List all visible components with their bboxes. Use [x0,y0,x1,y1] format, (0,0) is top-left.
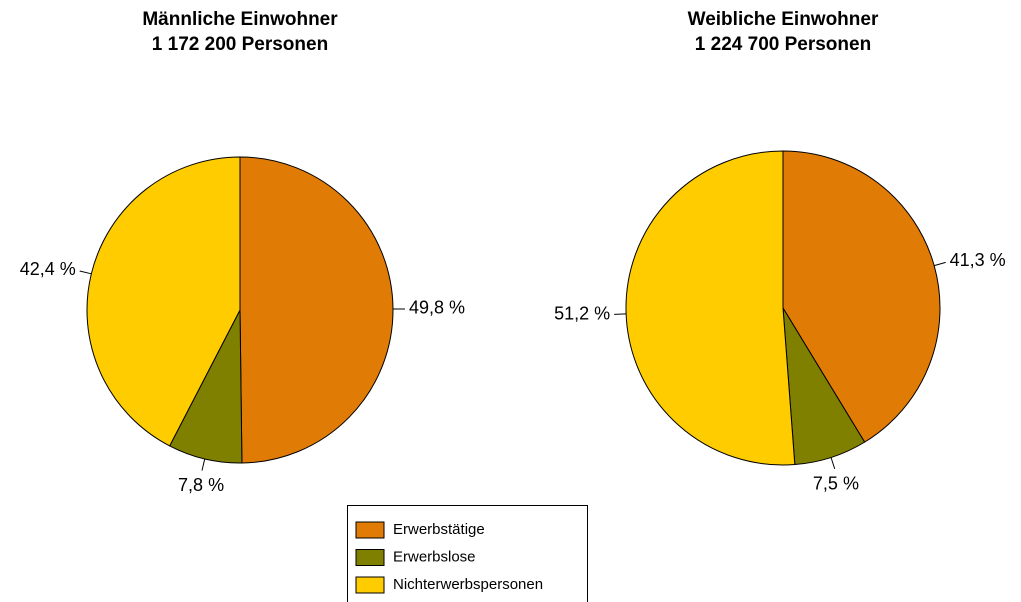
leader-line [79,270,92,275]
data-label: 7,5 % [813,473,859,493]
pie-slice [625,150,796,466]
data-label: 7,8 % [178,475,224,495]
legend-label: Nichterwerbspersonen [393,576,543,593]
data-label: 42,4 % [20,259,76,279]
legend-label: Erwerbslose [393,548,476,565]
pie-slice [239,156,394,464]
legend-swatch [355,521,385,539]
leader-line [830,457,836,470]
chart-subtitle: 1 224 700 Personen [695,34,871,55]
legend [347,505,588,602]
leader-line [934,261,946,267]
data-label: 51,2 % [554,303,610,323]
legend-label: Erwerbstätige [393,521,485,538]
chart-subtitle: 1 172 200 Personen [152,34,328,55]
chart-title: Männliche Einwohner [142,9,338,30]
data-label: 41,3 % [950,250,1006,270]
legend-swatch [355,549,385,566]
data-label: 49,8 % [409,298,465,318]
leader-line [201,458,206,471]
chart-title: Weibliche Einwohner [688,9,879,30]
legend-swatch [355,576,385,594]
